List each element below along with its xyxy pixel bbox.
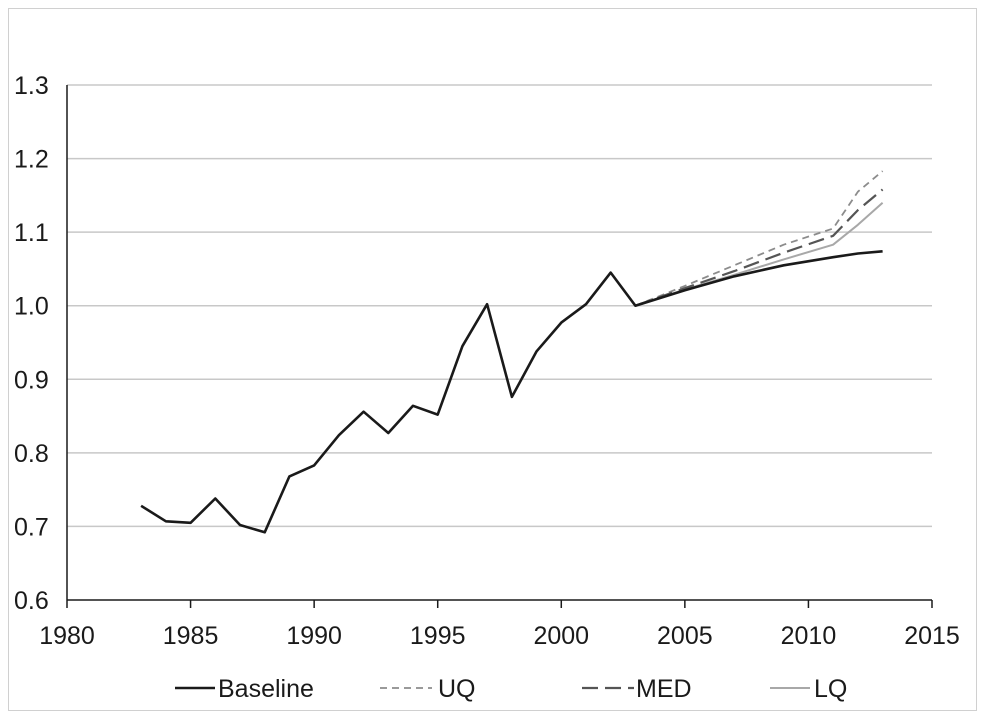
y-tick-label: 0.6 xyxy=(14,587,49,615)
gridlines xyxy=(67,84,932,528)
series-lines xyxy=(140,170,884,534)
tick-labels: 0.6 0.7 0.8 0.9 1.0 1.1 1.2 1.3 1980 1985 1990 1995… xyxy=(14,72,960,650)
legend-label-med: MED xyxy=(636,675,692,703)
x-tick-label: 1995 xyxy=(410,622,466,650)
x-tick-label: 2010 xyxy=(781,622,837,650)
y-tick-label: 1.1 xyxy=(14,219,49,247)
y-tick-label: 0.7 xyxy=(14,513,49,541)
legend: Baseline UQ MED LQ xyxy=(175,675,847,703)
chart-frame xyxy=(8,8,977,711)
x-tick-label: 2000 xyxy=(533,622,589,650)
x-tick-label: 2015 xyxy=(904,622,960,650)
y-tick-label: 0.8 xyxy=(14,440,49,468)
axes xyxy=(66,85,933,608)
legend-label-baseline: Baseline xyxy=(218,675,314,703)
x-tick-label: 1990 xyxy=(286,622,342,650)
x-tick-label: 1980 xyxy=(39,622,95,650)
y-tick-label: 1.3 xyxy=(14,72,49,100)
y-tick-label: 0.9 xyxy=(14,366,49,394)
y-tick-label: 1.2 xyxy=(14,146,49,174)
x-tick-label: 1985 xyxy=(163,622,219,650)
series-line-med xyxy=(635,188,884,307)
legend-label-uq: UQ xyxy=(438,675,476,703)
y-tick-label: 1.0 xyxy=(14,293,49,321)
series-line-uq xyxy=(635,170,884,307)
series-line-baseline xyxy=(140,250,883,534)
legend-label-lq: LQ xyxy=(814,675,847,703)
x-tick-label: 2005 xyxy=(657,622,713,650)
